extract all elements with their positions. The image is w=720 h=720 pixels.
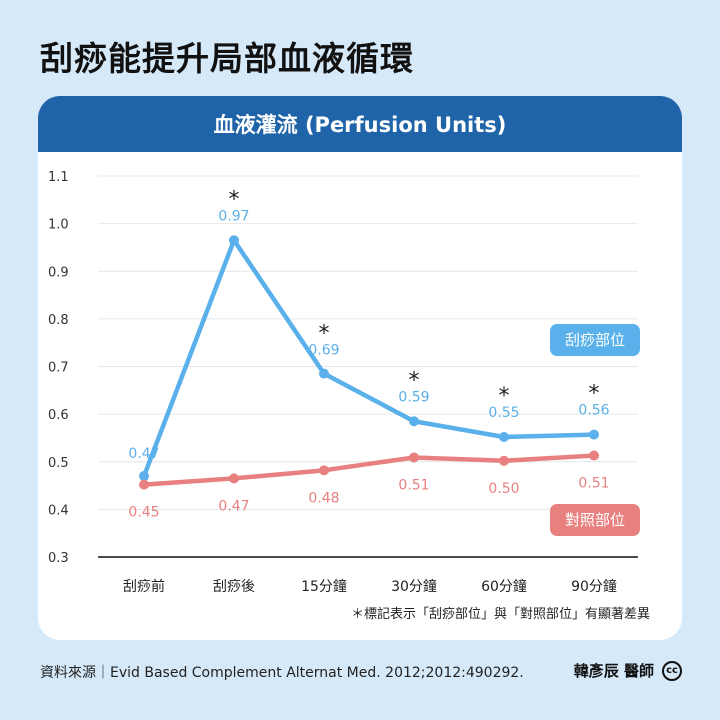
data-label: 0.47 — [128, 446, 159, 462]
x-tick-label: 90分鐘 — [571, 578, 617, 595]
data-label: 0.56 — [578, 403, 609, 419]
significance-note: ＊標記表示「刮痧部位」與「對照部位」有顯著差異 — [351, 606, 650, 622]
x-tick-label: 刮痧後 — [213, 579, 255, 595]
chart-title: 血液灌流 (Perfusion Units) — [38, 96, 682, 152]
data-label: 0.55 — [488, 405, 519, 421]
chart-card: 血液灌流 (Perfusion Units) 0.3 0.4 0.5 0.6 0.7 0.… — [38, 96, 682, 640]
data-point — [319, 368, 329, 379]
data-label: 0.50 — [488, 481, 519, 497]
data-label: 0.59 — [398, 389, 429, 405]
data-point — [499, 455, 509, 466]
legend-label: 對照部位 — [565, 511, 625, 529]
y-tick-label: 1.1 — [48, 170, 69, 185]
x-tick-label: 60分鐘 — [481, 578, 527, 595]
author-name: 韓彥辰 醫師 — [573, 662, 654, 680]
data-point — [589, 450, 599, 461]
data-point — [409, 452, 419, 463]
page-title: 刮痧能提升局部血液循環 — [40, 39, 414, 78]
data-label: 0.69 — [308, 343, 339, 359]
significance-marker: * — [319, 322, 330, 347]
data-label: 0.48 — [308, 490, 339, 506]
series-line — [141, 453, 597, 487]
data-label: 0.51 — [578, 476, 609, 492]
author-credit: 韓彥辰 醫師 cc — [574, 660, 682, 681]
significance-marker: * — [589, 382, 600, 407]
y-tick-label: 1.0 — [48, 218, 69, 233]
data-label: 0.47 — [218, 498, 249, 514]
significance-marker: * — [229, 187, 240, 212]
data-point — [409, 416, 419, 427]
y-tick-label: 0.9 — [48, 265, 69, 280]
series-line — [141, 238, 597, 479]
significance-marker: * — [499, 384, 510, 409]
data-point — [319, 465, 329, 476]
legend-badge — [550, 324, 640, 356]
legend-badge — [550, 504, 640, 536]
x-tick-label: 15分鐘 — [301, 578, 347, 595]
data-label: 0.97 — [218, 208, 249, 224]
line-chart: 0.3 0.4 0.5 0.6 0.7 0.8 0.9 1.0 1.1 刮痧前 刮痧後 15分鐘 30分… — [48, 170, 650, 622]
significance-marker: * — [409, 368, 420, 393]
data-point — [229, 235, 239, 246]
x-tick-label: 刮痧前 — [123, 578, 165, 595]
data-label: 0.51 — [398, 477, 429, 493]
y-tick-label: 0.3 — [48, 551, 69, 566]
data-point — [139, 471, 149, 482]
legend-label: 刮痧部位 — [565, 331, 625, 349]
data-point — [499, 431, 509, 442]
y-tick-label: 0.8 — [48, 313, 69, 328]
y-tick-label: 0.4 — [48, 503, 69, 518]
source-citation: 資料來源｜Evid Based Complement Alternat Med.… — [40, 665, 524, 681]
y-tick-label: 0.6 — [48, 408, 69, 423]
data-label: 0.45 — [128, 505, 159, 521]
cc-icon: cc — [662, 660, 682, 681]
data-point — [229, 473, 239, 484]
y-tick-label: 0.5 — [48, 456, 69, 471]
y-tick-label: 0.7 — [48, 361, 69, 376]
data-point — [139, 479, 149, 490]
data-point — [589, 429, 599, 440]
x-tick-label: 30分鐘 — [391, 578, 437, 595]
